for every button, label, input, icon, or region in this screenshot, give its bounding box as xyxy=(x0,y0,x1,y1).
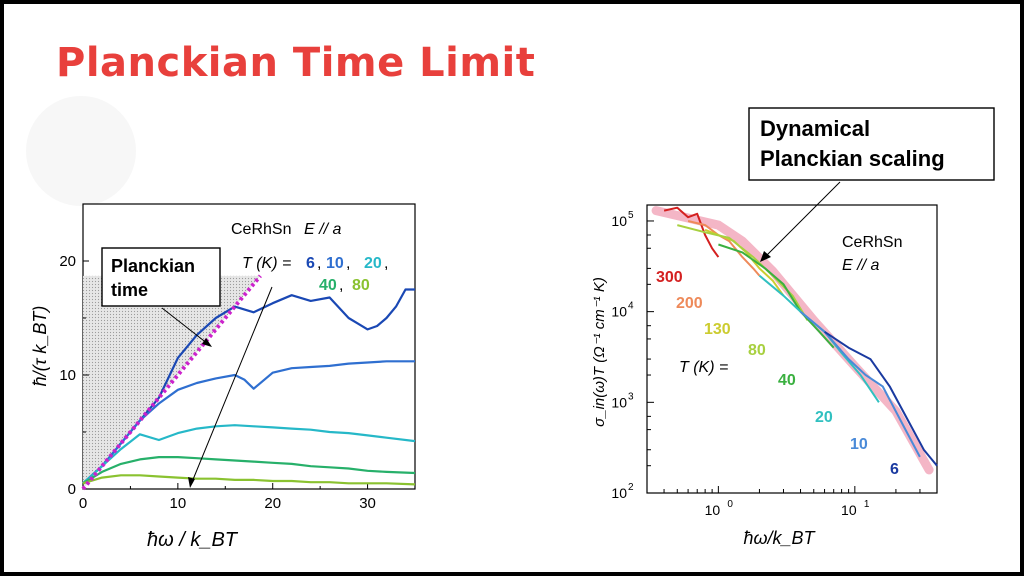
right-y-axis-label: σ_in(ω)T (Ω⁻¹ cm⁻¹ K) xyxy=(591,277,608,427)
left-legend-sep: , xyxy=(384,255,388,272)
left-x-tick-label: 20 xyxy=(264,495,281,512)
callout-line-2: time xyxy=(111,280,148,300)
dynamical-scaling-callout xyxy=(748,107,995,181)
callout-arrowhead xyxy=(202,338,212,347)
right-y-tick-exponent: 4 xyxy=(628,301,634,312)
left-legend-10: 10 xyxy=(326,255,344,272)
callout-line-1: Planckian xyxy=(111,256,195,276)
left-series-40K xyxy=(82,456,416,485)
right-legend-10: 10 xyxy=(850,436,868,453)
right-y-tick-exponent: 2 xyxy=(628,482,634,493)
left-y-axis-label: ħ/(τ k_BT) xyxy=(30,306,50,387)
dynamical-callout-line-2: Planckian scaling xyxy=(760,146,945,171)
right-x-tick-label: 10 xyxy=(841,502,857,518)
right-y-tick-label: 10 xyxy=(611,394,627,410)
left-x-tick-label: 10 xyxy=(170,495,187,512)
right-legend-40: 40 xyxy=(778,372,796,389)
left-legend-80: 80 xyxy=(352,277,370,294)
left-series-10K xyxy=(82,360,415,485)
right-legend-6: 6 xyxy=(890,461,899,478)
right-y-tick-label: 10 xyxy=(611,213,627,229)
right-material-label: CeRhSn xyxy=(842,234,902,251)
left-legend-sep: , xyxy=(317,255,321,272)
temperature-arrow xyxy=(191,286,273,483)
left-material-label: CeRhSn xyxy=(231,221,291,238)
right-x-axis-label: ħω/k_BT xyxy=(743,528,816,548)
left-series-20K xyxy=(82,424,416,485)
left-x-tick-label: 0 xyxy=(79,495,87,512)
planckian-limit-line xyxy=(81,274,262,491)
right-series-40K xyxy=(718,243,835,349)
dynamical-callout-arrow xyxy=(765,181,841,257)
right-legend-130: 130 xyxy=(704,321,731,338)
left-legend-20: 20 xyxy=(364,255,382,272)
right-orientation-label: E // a xyxy=(842,257,879,274)
decorative-circle xyxy=(26,96,136,206)
right-x-tick-exponent: 1 xyxy=(864,499,870,510)
left-y-tick-label: 0 xyxy=(68,481,76,498)
left-y-tick-label: 20 xyxy=(59,253,76,270)
right-x-tick-exponent: 0 xyxy=(727,499,733,510)
left-legend-6: 6 xyxy=(306,255,315,272)
dynamical-callout-arrowhead xyxy=(760,251,771,262)
left-chart: 0 10 20 30 0 10 20 CeRhSn E // a T (K) = 6 , 1… xyxy=(30,203,416,551)
left-x-axis-label: ħω / k_BT xyxy=(147,529,239,551)
left-legend-sep: , xyxy=(339,277,343,294)
left-y-tick-label: 10 xyxy=(59,367,76,384)
right-series-200K xyxy=(687,220,761,277)
planckian-time-callout xyxy=(101,247,221,307)
dynamical-callout-line-1: Dynamical xyxy=(760,116,870,141)
right-series-300K xyxy=(663,206,720,258)
right-y-tick-exponent: 5 xyxy=(628,210,634,221)
left-temp-prefix: T (K) = xyxy=(242,255,291,272)
right-legend-20: 20 xyxy=(815,409,833,426)
right-legend-200: 200 xyxy=(676,295,703,312)
right-plot-frame xyxy=(646,204,938,494)
right-y-tick-label: 10 xyxy=(611,304,627,320)
left-series-80K xyxy=(82,474,416,486)
right-x-tick-label: 10 xyxy=(705,502,721,518)
left-legend-40: 40 xyxy=(319,277,337,294)
right-y-tick-label: 10 xyxy=(611,485,627,501)
left-orientation-label: E // a xyxy=(304,221,341,238)
right-temp-prefix: T (K) = xyxy=(679,359,728,376)
left-x-tick-label: 30 xyxy=(359,495,376,512)
right-y-tick-exponent: 3 xyxy=(628,391,634,402)
left-legend-sep: , xyxy=(346,255,350,272)
temperature-arrowhead xyxy=(188,477,195,488)
callout-arrow xyxy=(161,307,209,345)
right-series-6K xyxy=(824,330,938,467)
right-series-80K xyxy=(677,224,809,321)
right-legend-300: 300 xyxy=(656,269,683,286)
right-legend-80: 80 xyxy=(748,342,766,359)
slide-title: Planckian Time Limit xyxy=(56,40,536,86)
